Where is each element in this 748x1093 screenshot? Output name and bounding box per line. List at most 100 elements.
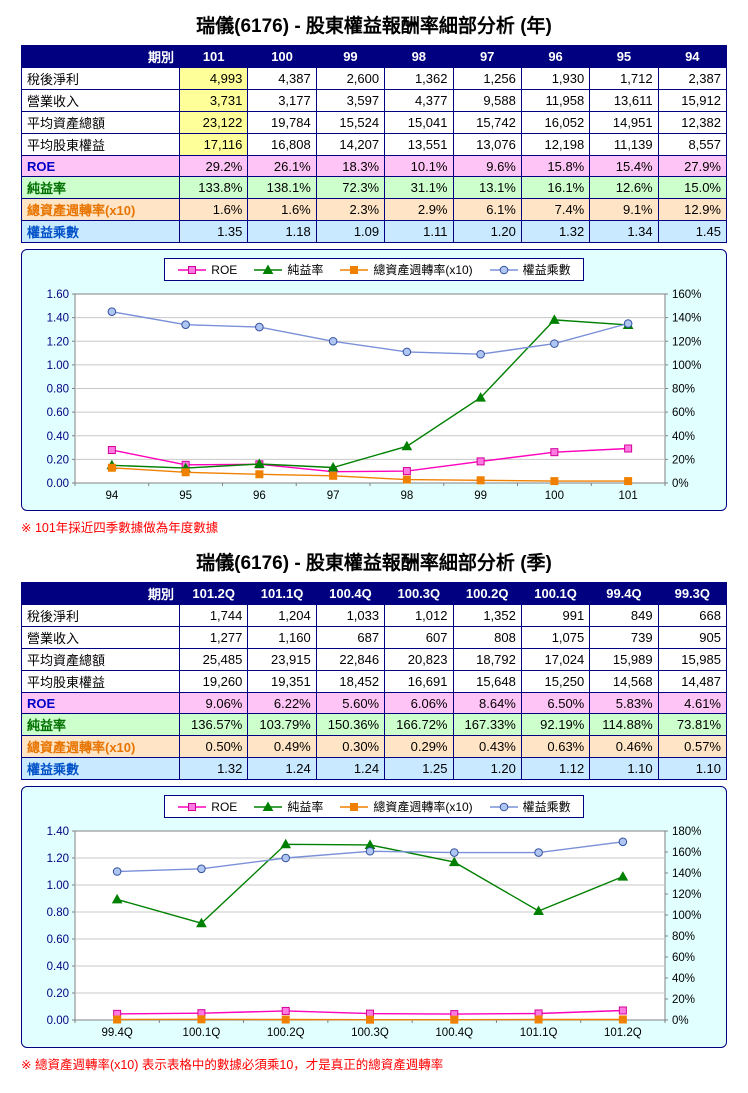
- data-point-asset-turnover: [477, 477, 484, 484]
- table-cell: 15,912: [658, 90, 726, 112]
- table-cell: 0.57%: [658, 736, 726, 758]
- table-cell: 0.50%: [180, 736, 248, 758]
- table-cell: 808: [453, 627, 521, 649]
- column-header: 100.4Q: [316, 583, 384, 605]
- table-cell: 19,351: [248, 671, 316, 693]
- table-cell: 15,989: [590, 649, 658, 671]
- data-point-equity-multiplier: [551, 340, 559, 348]
- table-cell: 687: [316, 627, 384, 649]
- table-cell: 1.18: [248, 221, 316, 243]
- circle-marker-icon: [489, 264, 519, 276]
- data-point-roe: [108, 447, 115, 454]
- table-cell: 8.64%: [453, 693, 521, 714]
- legend-label: ROE: [211, 263, 237, 277]
- svg-text:97: 97: [327, 490, 340, 502]
- table-cell: 1.24: [248, 758, 316, 780]
- table-cell: 1,362: [385, 68, 453, 90]
- column-header: 100.2Q: [453, 583, 521, 605]
- svg-text:0.60: 0.60: [47, 934, 69, 946]
- table-cell: 29.2%: [180, 156, 248, 177]
- svg-text:100.3Q: 100.3Q: [351, 1027, 389, 1039]
- table-cell: 6.1%: [453, 199, 521, 221]
- data-point-equity-multiplier: [182, 321, 190, 329]
- table-cell: 0.49%: [248, 736, 316, 758]
- table-cell: 15,041: [385, 112, 453, 134]
- table-cell: 8,557: [658, 134, 726, 156]
- legend-item-equity-multiplier: 權益乘數: [489, 261, 571, 278]
- row-label: 權益乘數: [22, 758, 180, 780]
- row-label: 權益乘數: [22, 221, 180, 243]
- table-cell: 1.35: [180, 221, 248, 243]
- svg-text:40%: 40%: [672, 973, 695, 985]
- svg-text:160%: 160%: [672, 289, 701, 301]
- table-cell: 12.9%: [658, 199, 726, 221]
- table-cell: 668: [658, 605, 726, 627]
- legend-item-asset-turnover: 總資產週轉率(x10): [339, 798, 472, 815]
- table-cell: 16.1%: [521, 177, 589, 199]
- svg-text:60%: 60%: [672, 407, 695, 419]
- table-cell: 1.32: [521, 221, 589, 243]
- data-point-asset-turnover: [114, 1016, 121, 1023]
- quarterly-page-title: 瑞儀(6176) - 股東權益報酬率細部分析 (季): [21, 548, 727, 575]
- triangle-marker-icon: [253, 264, 283, 276]
- annual-footnote: ※ 101年採近四季數據做為年度數據: [21, 517, 727, 536]
- table-cell: 13,076: [453, 134, 521, 156]
- table-cell: 11,958: [521, 90, 589, 112]
- column-header: 95: [590, 46, 658, 68]
- table-cell: 19,260: [180, 671, 248, 693]
- table-cell: 103.79%: [248, 714, 316, 736]
- legend-item-asset-turnover: 總資產週轉率(x10): [339, 261, 472, 278]
- table-cell: 15,985: [658, 649, 726, 671]
- table-cell: 166.72%: [385, 714, 453, 736]
- table-cell: 1.10: [658, 758, 726, 780]
- table-cell: 14,568: [590, 671, 658, 693]
- table-cell: 17,024: [521, 649, 589, 671]
- table-cell: 1,033: [316, 605, 384, 627]
- table-cell: 5.83%: [590, 693, 658, 714]
- svg-text:140%: 140%: [672, 313, 701, 325]
- svg-text:0%: 0%: [672, 478, 689, 490]
- table-cell: 4.61%: [658, 693, 726, 714]
- svg-text:0.00: 0.00: [47, 478, 69, 490]
- table-cell: 2,600: [316, 68, 384, 90]
- column-header: 98: [385, 46, 453, 68]
- svg-text:180%: 180%: [672, 826, 701, 838]
- data-point-asset-turnover: [198, 1016, 205, 1023]
- column-header: 96: [521, 46, 589, 68]
- svg-text:96: 96: [253, 490, 266, 502]
- table-cell: 2.3%: [316, 199, 384, 221]
- svg-text:0%: 0%: [672, 1015, 689, 1027]
- plot-area: [75, 831, 665, 1020]
- svg-text:0.20: 0.20: [47, 988, 69, 1000]
- table-cell: 15,742: [453, 112, 521, 134]
- svg-text:60%: 60%: [672, 952, 695, 964]
- svg-text:80%: 80%: [672, 931, 695, 943]
- table-cell: 13.1%: [453, 177, 521, 199]
- svg-text:80%: 80%: [672, 384, 695, 396]
- table-cell: 1,256: [453, 68, 521, 90]
- table-cell: 2.9%: [385, 199, 453, 221]
- table-cell: 14,207: [316, 134, 384, 156]
- data-point-asset-turnover: [535, 1016, 542, 1023]
- table-cell: 5.60%: [316, 693, 384, 714]
- table-cell: 6.06%: [385, 693, 453, 714]
- svg-text:100.2Q: 100.2Q: [267, 1027, 305, 1039]
- svg-text:140%: 140%: [672, 868, 701, 880]
- data-point-equity-multiplier: [403, 348, 411, 356]
- table-cell: 0.30%: [316, 736, 384, 758]
- table-cell: 16,808: [248, 134, 316, 156]
- table-cell: 3,597: [316, 90, 384, 112]
- column-header: 101: [180, 46, 248, 68]
